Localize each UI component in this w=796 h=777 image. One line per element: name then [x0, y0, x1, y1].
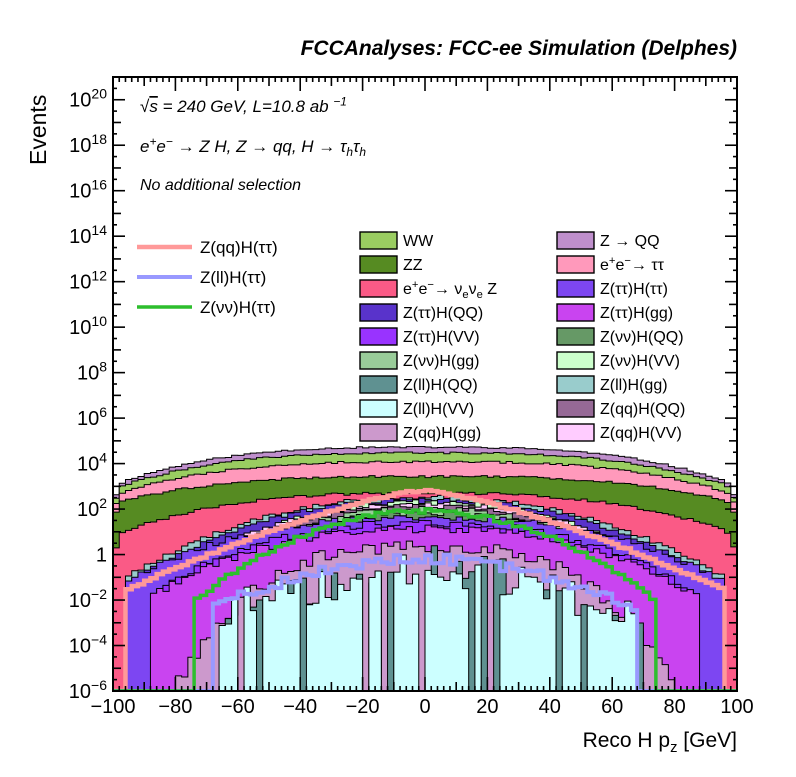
y-tick-label: 10−6 [69, 677, 107, 703]
y-tick-label: 102 [77, 495, 107, 521]
y-tick-label: 104 [77, 450, 107, 476]
y-tick-label: 10−2 [69, 586, 107, 612]
signal-line [113, 507, 737, 691]
y-tick-label: 1020 [69, 86, 107, 112]
x-tick-label: −100 [90, 696, 135, 718]
legend-swatch [556, 351, 595, 370]
legend-swatch [359, 303, 398, 322]
legend-swatch [556, 279, 595, 298]
legend-label: Z(qq)H(VV) [600, 425, 682, 442]
stacked-histograms [113, 445, 737, 691]
x-tick-label: 80 [663, 696, 685, 718]
chart-title: FCCAnalyses: FCC-ee Simulation (Delphes) [301, 37, 737, 60]
legend-swatch [556, 423, 595, 442]
legend-swatch [556, 327, 595, 346]
legend-signal-label: Z(ll)H(ττ) [200, 268, 266, 287]
signal-line [113, 552, 737, 691]
signal-line [113, 487, 737, 691]
legend-swatch [556, 231, 595, 250]
legend-label: Z(ll)H(QQ) [403, 377, 478, 394]
legend-swatch [359, 351, 398, 370]
x-tick-label: 20 [476, 696, 498, 718]
x-tick-label: −40 [283, 696, 317, 718]
y-tick-label: 1018 [69, 131, 107, 157]
legend-swatch [359, 255, 398, 274]
legend-swatch [359, 327, 398, 346]
legend-swatch [359, 231, 398, 250]
x-tick-label: −60 [221, 696, 255, 718]
legend-signal-label: Z(νν)H(ττ) [200, 298, 276, 317]
legend-label: Z(ττ)H(gg) [600, 305, 673, 322]
legend-label: Z(qq)H(gg) [403, 425, 481, 442]
x-axis-title: Reco H pz [GeV] [583, 729, 737, 756]
legend-label: Z(ττ)H(QQ) [403, 305, 483, 322]
x-tick-label: 60 [601, 696, 623, 718]
legend-signal-label: Z(qq)H(ττ) [200, 238, 278, 257]
legend-label: Z(ll)H(gg) [600, 377, 668, 394]
legend-swatch [556, 255, 595, 274]
legend-label: e+e−→ νeνe Z [403, 279, 497, 301]
x-tick-label: 0 [419, 696, 430, 718]
annotation-line-1: √s = 240 GeV, L=10.8 ab −1 [140, 95, 347, 117]
x-tick-label: −20 [346, 696, 380, 718]
y-tick-label: 1010 [69, 313, 107, 339]
legend-swatch [359, 423, 398, 442]
legend-label: ZZ [403, 257, 423, 274]
legend-label: Z(qq)H(QQ) [600, 401, 685, 418]
legend-swatch [359, 399, 398, 418]
legend: Z(qq)H(ττ) Z(ll)H(ττ) Z(νν)H(ττ) WW ZZ e+e−→ … [137, 231, 685, 442]
legend-label: Z(νν)H(QQ) [600, 329, 684, 346]
y-tick-label: 1014 [69, 222, 107, 248]
legend-label: Z(ll)H(VV) [403, 401, 474, 418]
legend-label: e+e−→ ττ [600, 255, 665, 274]
legend-label: Z → QQ [600, 233, 660, 250]
x-tick-label: 100 [720, 696, 753, 718]
signal-lines [113, 487, 737, 691]
x-tick-label: −80 [158, 696, 192, 718]
y-axis-title: Events [25, 95, 51, 165]
legend-label: WW [403, 233, 434, 250]
plot-annotations: √s = 240 GeV, L=10.8 ab −1 e+e− → Z H, Z … [140, 95, 366, 195]
annotation-line-3: No additional selection [140, 177, 301, 194]
legend-swatch [556, 303, 595, 322]
y-tick-label: 1 [96, 545, 107, 567]
legend-label: Z(νν)H(gg) [403, 353, 479, 370]
y-tick-label: 1012 [69, 268, 107, 294]
legend-swatch [359, 279, 398, 298]
y-tick-label: 106 [77, 404, 107, 430]
y-tick-label: 10−4 [69, 632, 107, 658]
x-tick-label: 40 [539, 696, 561, 718]
legend-label: Z(ττ)H(ττ) [600, 281, 668, 298]
axes-frame-ticks: −100 −80 −60 −40 −20 0 20 40 60 80 100 1020 1018 1016… [69, 76, 754, 718]
legend-swatch [556, 399, 595, 418]
y-tick-label: 1016 [69, 177, 107, 203]
legend-label: Z(νν)H(VV) [600, 353, 680, 370]
annotation-line-2: e+e− → Z H, Z → qq, H → τhτh [140, 135, 366, 160]
legend-swatch [556, 375, 595, 394]
legend-swatch [359, 375, 398, 394]
y-tick-label: 108 [77, 359, 107, 385]
legend-label: Z(ττ)H(VV) [403, 329, 480, 346]
